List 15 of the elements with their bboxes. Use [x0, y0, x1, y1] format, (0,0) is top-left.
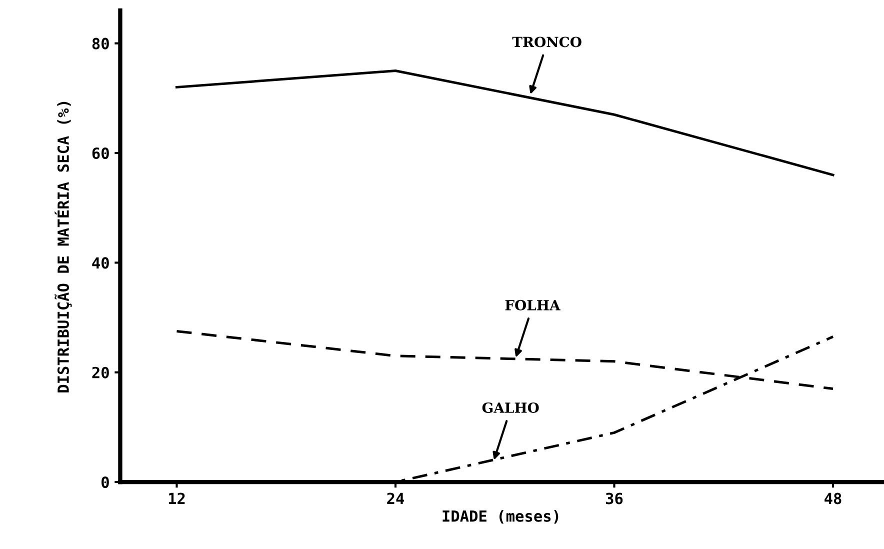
x-tick-label: 24 — [387, 492, 404, 504]
annotation: GALHO — [482, 402, 539, 413]
y-tick-label: 80 — [92, 38, 109, 50]
x-tick-label: 12 — [168, 492, 185, 504]
y-tick-label: 40 — [92, 257, 109, 269]
x-tick-label: 48 — [824, 492, 842, 504]
x-axis-title: IDADE (meses) — [442, 510, 558, 524]
annotation: FOLHA — [505, 300, 560, 310]
line-series — [175, 70, 834, 176]
x-tick-label: 36 — [606, 492, 623, 504]
annotation: TRONCO — [512, 36, 582, 48]
y-tick-label: 0 — [102, 476, 109, 488]
y-axis-title: DISTRIBUIÇÃO DE MATÉRIA SECA (%) — [54, 102, 72, 392]
y-tick-label: 60 — [92, 147, 109, 160]
y-tick-label: 20 — [92, 366, 109, 378]
